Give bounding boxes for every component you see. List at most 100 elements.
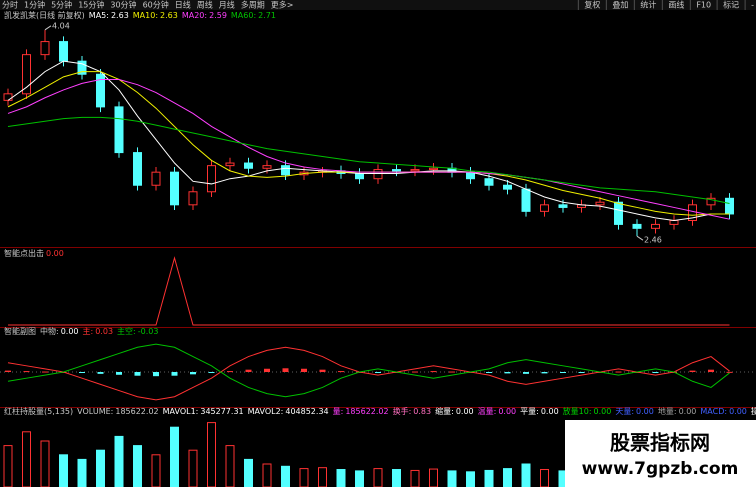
period-tab[interactable]: 日线 — [175, 0, 191, 10]
price-annotation: 2.46 — [644, 236, 662, 245]
volume-bar — [244, 458, 253, 487]
volume-bar — [151, 454, 161, 487]
ma-value: 2.59 — [209, 11, 227, 20]
signal-bar — [726, 371, 733, 373]
volume-bar — [281, 465, 290, 487]
series-name: 主空: — [117, 326, 136, 336]
period-tab[interactable]: 60分钟 — [143, 0, 169, 10]
period-tab[interactable]: 多周期 — [241, 0, 265, 10]
toolbar-button[interactable]: 叠加 — [612, 0, 628, 10]
ma-name: MA10: — [133, 11, 158, 20]
readout-name: 量: — [333, 407, 344, 416]
signal-bar — [97, 372, 104, 374]
volume-bar — [466, 471, 475, 487]
period-tab[interactable]: 月线 — [219, 0, 235, 10]
volume-bar — [40, 440, 50, 487]
readout-name: 中物: — [40, 326, 59, 336]
volume-bar — [447, 470, 457, 487]
period-tab[interactable]: 15分钟 — [78, 0, 104, 10]
candle-body — [225, 162, 235, 167]
toolbar-button[interactable]: - — [751, 1, 754, 10]
candle-body — [392, 169, 401, 172]
toolbar-button[interactable]: 画线 — [668, 0, 684, 10]
candle-body — [725, 197, 734, 215]
toolbar-button[interactable]: 统计 — [640, 0, 656, 10]
readout-value: 0.00 — [729, 407, 747, 416]
period-tab[interactable]: 周线 — [197, 0, 213, 10]
candle-body — [540, 204, 549, 212]
signal-bar — [430, 371, 437, 373]
toolbar-button[interactable]: F10 — [696, 1, 711, 10]
price-annotation: 4.04 — [52, 21, 70, 30]
readout-name: 温量: — [478, 407, 497, 416]
period-tab[interactable]: 1分钟 — [24, 0, 45, 10]
volume-bar — [133, 445, 142, 487]
signal-bar — [449, 371, 455, 373]
volume-bar — [355, 470, 364, 487]
signal-bar — [282, 368, 289, 372]
panel-header: 红柱持股量(5,135)VOLUME:185622.02MAVOL1:34527… — [4, 406, 756, 416]
readout-value: 185622.02 — [345, 407, 388, 416]
panel-header: 智能点出击 0.00 — [4, 248, 64, 258]
signal-bar — [375, 372, 381, 373]
readout-value: 404852.34 — [285, 407, 328, 416]
candle-body — [96, 73, 105, 108]
toolbar-button[interactable]: 复权 — [584, 0, 600, 10]
ma-value: 2.63 — [160, 11, 178, 20]
readout-name: 天量: — [615, 407, 634, 416]
signal-bar — [689, 370, 696, 372]
candle-body — [373, 169, 383, 180]
indicator-line — [7, 343, 730, 398]
readout-value: 0.00 — [541, 407, 559, 416]
readout-value: 0.00 — [636, 407, 654, 416]
signal-bar — [171, 372, 178, 376]
volume-bar — [77, 458, 87, 487]
readout-name: VOLUME: — [77, 407, 113, 416]
signal-bar — [23, 371, 30, 373]
period-tab[interactable]: 分时 — [2, 0, 18, 10]
annotation-arrow — [636, 235, 644, 241]
period-tab[interactable]: 更多> — [271, 0, 294, 10]
series-value: 0.03 — [95, 327, 113, 336]
signal-bar — [412, 371, 418, 373]
toolbar-button[interactable]: 标记 — [723, 0, 739, 10]
period-tab[interactable]: 30分钟 — [110, 0, 136, 10]
candle-body — [151, 171, 161, 186]
readout-value: 0.00 — [594, 407, 612, 416]
candle-body — [3, 93, 13, 101]
signal-bar — [79, 372, 85, 373]
series-name: 主: — [83, 326, 94, 336]
volume-bar — [336, 469, 346, 487]
readout-name: 放量10: — [563, 406, 592, 416]
series-value: -0.03 — [138, 327, 159, 336]
ma-name: MA20: — [182, 11, 207, 20]
ma-line — [7, 60, 730, 221]
volume-bar — [410, 469, 420, 487]
title: 红柱持股量(5,135) — [4, 406, 73, 416]
annotation-arrow — [44, 25, 52, 31]
candle-body — [651, 223, 660, 229]
volume-bar — [373, 468, 383, 487]
readout-value: 0.83 — [413, 407, 431, 416]
indicator-line — [7, 346, 730, 401]
readout-name: MAVOL1: — [163, 407, 199, 416]
volume-bar — [392, 469, 401, 487]
volume-bar — [484, 469, 494, 487]
readout-name: 地量: — [658, 406, 677, 416]
candle-body — [595, 201, 605, 206]
title: 智能副图 — [4, 326, 36, 336]
candle-body — [244, 162, 253, 169]
signal-bar — [523, 372, 529, 374]
candle-body — [521, 188, 531, 212]
candle-body — [503, 184, 512, 190]
volume-bar — [170, 426, 179, 487]
volume-bar — [22, 431, 31, 487]
panel-header: 凯发凯莱(日线 前复权)MA5:2.63MA10:2.63MA20:2.59MA… — [4, 10, 276, 20]
period-tab[interactable]: 5分钟 — [51, 0, 72, 10]
signal-bar — [264, 368, 270, 372]
volume-bar — [299, 468, 309, 487]
readout-name: 换手: — [393, 406, 412, 416]
readout-value: 0.00 — [456, 407, 474, 416]
